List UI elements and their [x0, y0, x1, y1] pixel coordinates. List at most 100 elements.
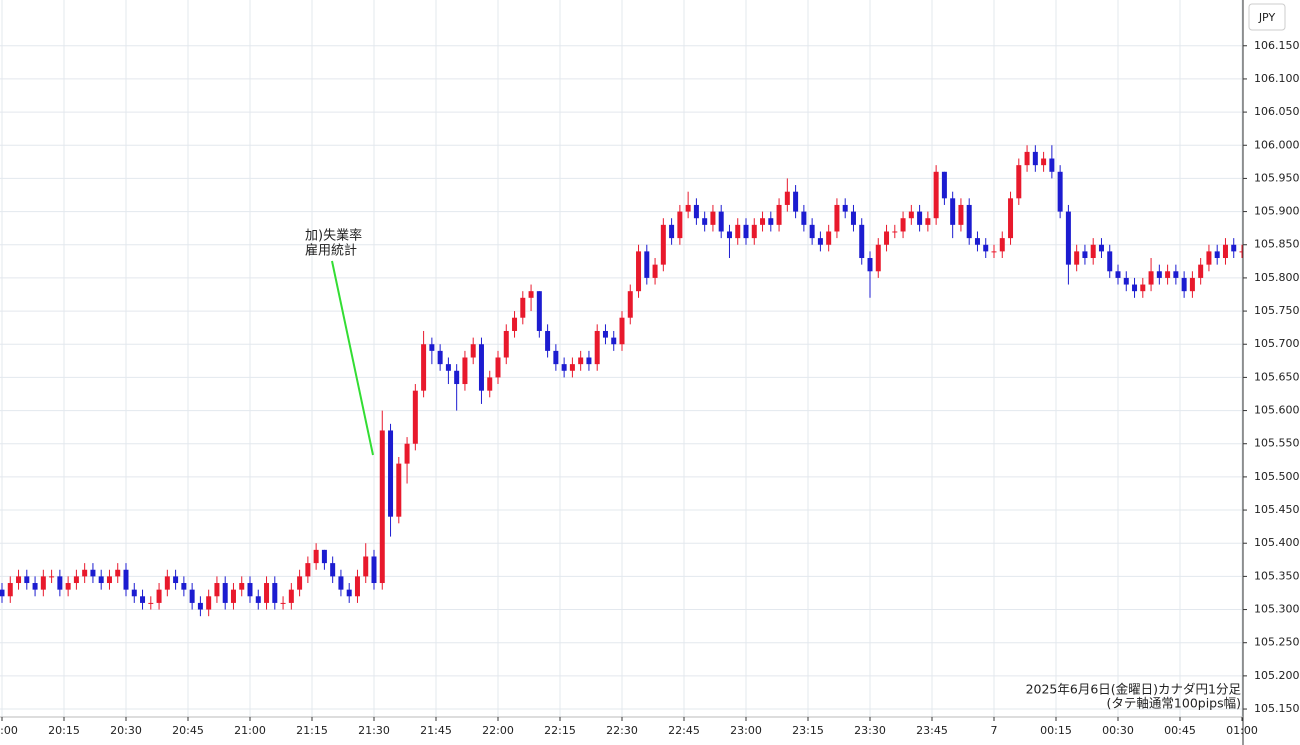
- candle-body: [974, 238, 980, 245]
- candle-body: [297, 576, 303, 590]
- y-tick-label: 105.850: [1254, 238, 1300, 251]
- candle-body: [1016, 165, 1022, 199]
- candle-body: [189, 589, 195, 603]
- candle-body: [669, 224, 675, 239]
- candle-body: [991, 251, 997, 253]
- candle-body: [768, 218, 774, 225]
- candle-body: [40, 576, 46, 590]
- x-tick-label: 23:15: [792, 724, 824, 737]
- candle-body: [280, 602, 286, 604]
- x-tick-label: 22:15: [544, 724, 576, 737]
- candle-body: [1173, 271, 1179, 278]
- candle-body: [106, 576, 112, 584]
- candle-body: [1057, 171, 1063, 212]
- y-tick-label: 105.550: [1254, 437, 1300, 450]
- candle-body: [908, 211, 914, 219]
- candle-body: [660, 224, 666, 265]
- candle-body: [1231, 244, 1237, 252]
- candle-body: [321, 549, 327, 564]
- candle-body: [239, 583, 245, 590]
- note-text: (タテ軸通常100pips幅): [1107, 696, 1241, 711]
- candle-body: [983, 244, 989, 252]
- candle-body: [247, 583, 253, 597]
- candle-body: [57, 576, 63, 590]
- candle-body: [619, 317, 625, 345]
- y-tick-label: 105.650: [1254, 370, 1300, 383]
- x-tick-label: 00:45: [1164, 724, 1196, 737]
- x-tick-label: 22:00: [482, 724, 514, 737]
- y-tick-label: 105.700: [1254, 337, 1300, 350]
- candle-body: [1214, 251, 1220, 259]
- candle-body: [388, 430, 394, 517]
- candle-body: [842, 204, 848, 212]
- candle-body: [512, 317, 518, 331]
- candle-body: [1065, 211, 1071, 265]
- candle-body: [1008, 198, 1014, 239]
- candle-body: [578, 357, 584, 365]
- candle-body: [520, 297, 526, 318]
- candle-body: [272, 583, 278, 603]
- y-tick-label: 105.500: [1254, 470, 1300, 483]
- candle-body: [197, 602, 203, 610]
- candle-body: [710, 211, 716, 225]
- x-tick-label: 20:00: [0, 724, 18, 737]
- candle-body: [222, 583, 228, 603]
- y-tick-label: 105.600: [1254, 404, 1300, 417]
- x-tick-label: 21:45: [420, 724, 452, 737]
- candle-body: [826, 231, 832, 245]
- candle-body: [288, 589, 294, 603]
- candle-body: [371, 556, 377, 584]
- candle-body: [528, 291, 534, 298]
- candle-body: [917, 211, 923, 225]
- candle-body: [1074, 251, 1080, 265]
- y-tick-label: 105.300: [1254, 603, 1300, 616]
- y-tick-label: 106.100: [1254, 72, 1300, 85]
- x-tick-label: 23:30: [854, 724, 886, 737]
- candle-body: [156, 589, 162, 603]
- candle-body: [966, 204, 972, 239]
- candle-body: [206, 596, 212, 610]
- candle-body: [495, 357, 501, 378]
- candle-body: [148, 602, 154, 604]
- candle-body: [230, 589, 236, 603]
- candle-body: [503, 330, 509, 358]
- candle-body: [760, 218, 766, 225]
- y-tick-label: 105.750: [1254, 304, 1300, 317]
- candle-body: [726, 231, 732, 239]
- candle-body: [1181, 277, 1187, 292]
- candle-body: [875, 244, 881, 272]
- candle-body: [809, 224, 815, 239]
- candle-body: [677, 211, 683, 239]
- candle-body: [1090, 244, 1096, 259]
- candle-body: [73, 576, 79, 584]
- x-tick-label: 23:00: [730, 724, 762, 737]
- y-tick-label: 105.950: [1254, 171, 1300, 184]
- y-tick-label: 105.250: [1254, 636, 1300, 649]
- candle-body: [735, 224, 741, 239]
- candle-body: [115, 569, 121, 577]
- candle-body: [7, 583, 13, 597]
- y-tick-label: 105.800: [1254, 271, 1300, 284]
- candle-body: [421, 344, 427, 391]
- candle-body: [569, 364, 575, 371]
- candle-body: [1082, 251, 1088, 259]
- candle-body: [751, 224, 757, 239]
- candle-body: [867, 258, 873, 272]
- candle-body: [925, 218, 931, 225]
- candle-body: [859, 224, 865, 259]
- annotation-text: 雇用統計: [305, 243, 357, 259]
- x-tick-label: 00:15: [1040, 724, 1072, 737]
- candle-body: [487, 377, 493, 391]
- candle-body: [850, 211, 856, 225]
- candle-body: [462, 357, 468, 385]
- candle-body: [363, 556, 369, 577]
- candle-body: [1156, 271, 1162, 278]
- candle-body: [586, 357, 592, 365]
- x-tick-label: 00:30: [1102, 724, 1134, 737]
- candle-body: [82, 569, 88, 577]
- candle-body: [553, 350, 559, 365]
- candle-body: [346, 589, 352, 597]
- candle-body: [404, 443, 410, 464]
